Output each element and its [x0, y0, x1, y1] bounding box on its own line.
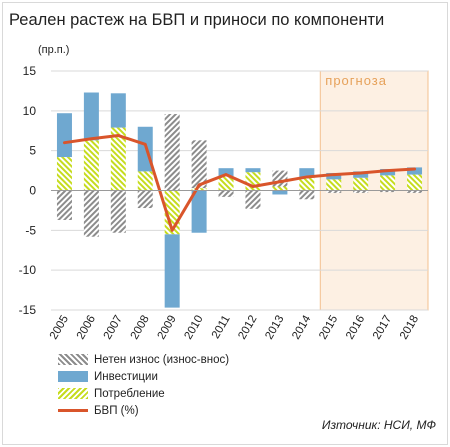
bar-net-exports	[218, 190, 234, 197]
legend-item-investment: Инвестиции	[58, 368, 229, 385]
x-tick-label: 2018	[398, 314, 421, 342]
legend: Нетен износ (износ-внос) Инвестиции Потр…	[58, 351, 229, 419]
gdp-point	[359, 172, 362, 174]
gdp-point	[306, 176, 308, 178]
bar-consumption	[191, 188, 207, 191]
legend-label-net-exports: Нетен износ (износ-внос)	[94, 353, 230, 366]
bar-investment	[380, 168, 396, 176]
x-tick-label: 2012	[236, 314, 259, 342]
bar-net-exports	[299, 190, 315, 200]
legend-label-gdp: БВП (%)	[94, 404, 139, 417]
bar-consumption	[137, 171, 153, 191]
y-tick-label: 0	[29, 184, 36, 198]
bar-net-exports	[191, 140, 207, 189]
x-tick-label: 2014	[290, 313, 313, 342]
x-tick-label: 2009	[156, 314, 179, 342]
bar-consumption	[83, 140, 99, 191]
x-tick-label: 2017	[371, 314, 394, 342]
gdp-point	[413, 168, 416, 170]
y-axis-unit-label: (пр.п.)	[38, 44, 70, 56]
bar-net-exports	[83, 190, 99, 237]
bar-investment	[56, 113, 72, 158]
gdp-point	[279, 180, 281, 183]
bar-net-exports	[56, 190, 72, 220]
legend-label-consumption: Потребление	[94, 387, 165, 400]
bar-net-exports	[326, 190, 342, 193]
bar-net-exports	[353, 190, 369, 193]
bar-net-exports	[137, 190, 153, 209]
bar-investment	[110, 93, 126, 128]
gdp-line	[62, 134, 417, 232]
bar-consumption	[218, 176, 234, 191]
gdp-point	[386, 169, 389, 172]
y-tick-label: -5	[25, 223, 36, 237]
bar-net-exports	[407, 190, 423, 193]
bar-net-exports	[164, 114, 180, 191]
legend-swatch-consumption	[58, 388, 88, 399]
gdp-point	[117, 134, 120, 137]
x-tick-label: 2010	[183, 314, 206, 342]
y-tick-label: -15	[19, 303, 37, 317]
bar-investment	[164, 234, 180, 308]
bar-consumption	[110, 127, 126, 191]
bar-consumption	[299, 176, 315, 191]
bar-consumption	[380, 175, 396, 191]
x-tick-label: 2011	[210, 314, 233, 341]
bar-net-exports	[380, 190, 396, 193]
bar-consumption	[353, 177, 369, 191]
gdp-point	[198, 184, 200, 186]
bar-investment	[407, 167, 423, 175]
x-tick-label: 2013	[263, 314, 286, 342]
bar-investment	[245, 168, 261, 173]
gdp-point	[332, 173, 335, 176]
gdp-point	[90, 137, 93, 140]
legend-swatch-investment	[58, 371, 88, 382]
y-tick-label: -10	[19, 263, 37, 277]
x-tick-label: 2007	[102, 314, 125, 342]
forecast-label: прогноза	[325, 73, 387, 88]
bar-net-exports	[245, 190, 261, 209]
bar-net-exports	[110, 190, 126, 233]
x-tick-label: 2006	[75, 314, 98, 342]
bar-investment	[326, 172, 342, 180]
legend-label-investment: Инвестиции	[94, 370, 158, 383]
x-tick-label: 2016	[344, 314, 367, 342]
gdp-point	[144, 143, 147, 146]
legend-item-net-exports: Нетен износ (износ-внос)	[58, 351, 229, 368]
x-tick-label: 2005	[48, 314, 71, 342]
legend-item-consumption: Потребление	[58, 385, 229, 402]
bar-investment	[218, 168, 234, 177]
bar-investment	[272, 190, 288, 195]
x-tick-label: 2015	[317, 314, 340, 342]
y-tick-label: 15	[23, 64, 37, 78]
bar-investment	[299, 168, 315, 177]
bar-investment	[353, 171, 369, 178]
y-tick-label: 10	[23, 104, 37, 118]
bar-consumption	[272, 186, 288, 191]
gdp-point	[63, 141, 66, 144]
bar-consumption	[326, 179, 342, 191]
bar-investment	[191, 190, 207, 233]
legend-swatch-gdp	[58, 409, 88, 412]
legend-swatch-net-exports	[58, 354, 88, 365]
gdp-point	[171, 229, 173, 232]
legend-item-gdp: БВП (%)	[58, 402, 229, 419]
chart-title: Реален растеж на БВП и приноси по компон…	[9, 11, 385, 29]
source-note: Източник: НСИ, МФ	[321, 418, 436, 432]
x-tick-label: 2008	[129, 314, 152, 342]
gdp-point	[252, 185, 254, 188]
bar-consumption	[407, 174, 423, 191]
y-tick-label: 5	[29, 144, 36, 158]
bar-consumption	[56, 157, 72, 191]
gdp-point	[225, 173, 227, 176]
bar-investment	[83, 92, 99, 141]
